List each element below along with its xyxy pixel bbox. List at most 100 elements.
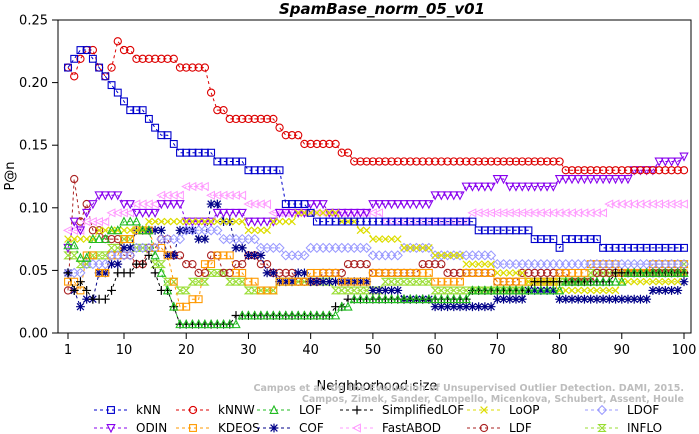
data-point-cof [580,294,589,304]
data-point-cof [629,294,639,304]
data-point-loop [667,277,676,286]
data-point-loop [586,286,595,295]
data-point-lof [393,293,403,304]
data-point-cof [548,286,558,295]
data-point-loop [524,277,533,286]
data-point-kdeos [462,268,471,277]
data-point-knnw [150,54,160,63]
data-point-knnw [567,166,577,175]
data-point-knn [250,166,259,175]
data-point-inflo [69,251,79,260]
data-point-knnw [493,157,502,166]
data-point-fastabod [641,199,651,209]
data-point-ldof [249,233,260,245]
data-point-lof [256,310,266,320]
data-point-cof [318,277,328,287]
data-point-knnw [238,114,247,124]
data-point-lof [181,319,191,329]
data-point-odin [231,208,241,219]
data-point-odin [169,200,179,210]
data-point-knn [238,157,247,166]
data-point-fastabod [498,208,508,218]
data-point-fastabod [654,199,664,209]
data-point-fastabod [635,199,645,209]
legend-label-knn: kNN [136,403,161,417]
data-point-fastabod [486,208,496,218]
data-point-fastabod [75,225,85,235]
data-point-kdeos [281,277,290,286]
data-point-fastabod [206,190,216,200]
data-point-knn [169,139,178,148]
data-point-lof [249,310,260,320]
data-point-loop [182,217,191,226]
data-point-loop [269,217,278,226]
data-point-knn [381,217,390,226]
data-point-ldf [219,268,228,278]
data-point-knn [95,63,104,72]
data-point-loop [250,226,259,235]
data-point-knn [331,217,340,226]
data-point-cof [194,234,204,244]
data-point-simplifiedlof [138,259,148,269]
data-point-knnw [673,166,682,175]
data-point-lof [293,310,303,320]
data-point-cof [262,268,272,278]
data-point-lof [610,276,621,286]
data-point-knnw [70,72,79,81]
data-point-knnw [200,63,210,72]
data-point-odin [125,200,135,210]
data-point-loop [257,226,265,235]
data-point-knnw [157,54,166,63]
data-point-knn [344,217,352,226]
data-point-lof [100,233,111,244]
data-point-loop [381,235,390,243]
data-point-inflo [237,277,247,286]
data-point-knn [300,200,309,208]
data-point-kdeos [306,268,315,277]
data-point-ldof [299,250,310,261]
data-point-fastabod [492,208,502,218]
data-point-cof [380,286,390,295]
data-point-cof [567,294,577,304]
data-point-knn [362,217,371,226]
data-point-knn [207,148,216,157]
data-point-inflo [343,286,353,295]
legend-marker-knnw [188,405,198,415]
data-point-knn [512,226,520,235]
data-point-knnw [331,139,340,149]
data-point-knnw [231,114,241,124]
data-point-knn [244,166,253,175]
data-point-kdeos [157,243,166,252]
x-tick-label: 60 [427,343,444,358]
data-point-knn [319,217,328,226]
legend-label-cof: COF [299,421,324,434]
data-point-knnw [524,157,533,166]
data-point-cof [293,268,303,278]
data-point-lof [598,276,608,286]
data-point-ldf [549,268,558,278]
data-point-fastabod [137,199,147,209]
data-point-odin [480,182,490,192]
data-point-knn [680,243,688,252]
data-point-fastabod [168,190,178,200]
data-point-kdeos [250,277,259,286]
data-point-ldf [200,268,210,278]
data-point-knn [530,235,539,244]
data-point-simplifiedlof [144,250,154,260]
data-point-knnw [387,157,396,166]
data-point-fastabod [361,208,371,218]
data-point-knnw [574,166,583,175]
x-tick-label: 90 [614,343,631,358]
x-axis-label: Neighborhood size [317,379,438,394]
data-point-odin [113,191,123,201]
series-line-knnw [67,40,684,171]
data-point-inflo [249,286,260,295]
data-point-odin [592,175,602,185]
data-point-kdeos [393,268,402,277]
data-point-kdeos [244,277,253,286]
data-point-lof [94,233,104,244]
data-point-kdeos [418,268,427,277]
data-point-loop [319,208,327,217]
data-point-odin [212,208,223,219]
data-point-fastabod [672,199,682,209]
